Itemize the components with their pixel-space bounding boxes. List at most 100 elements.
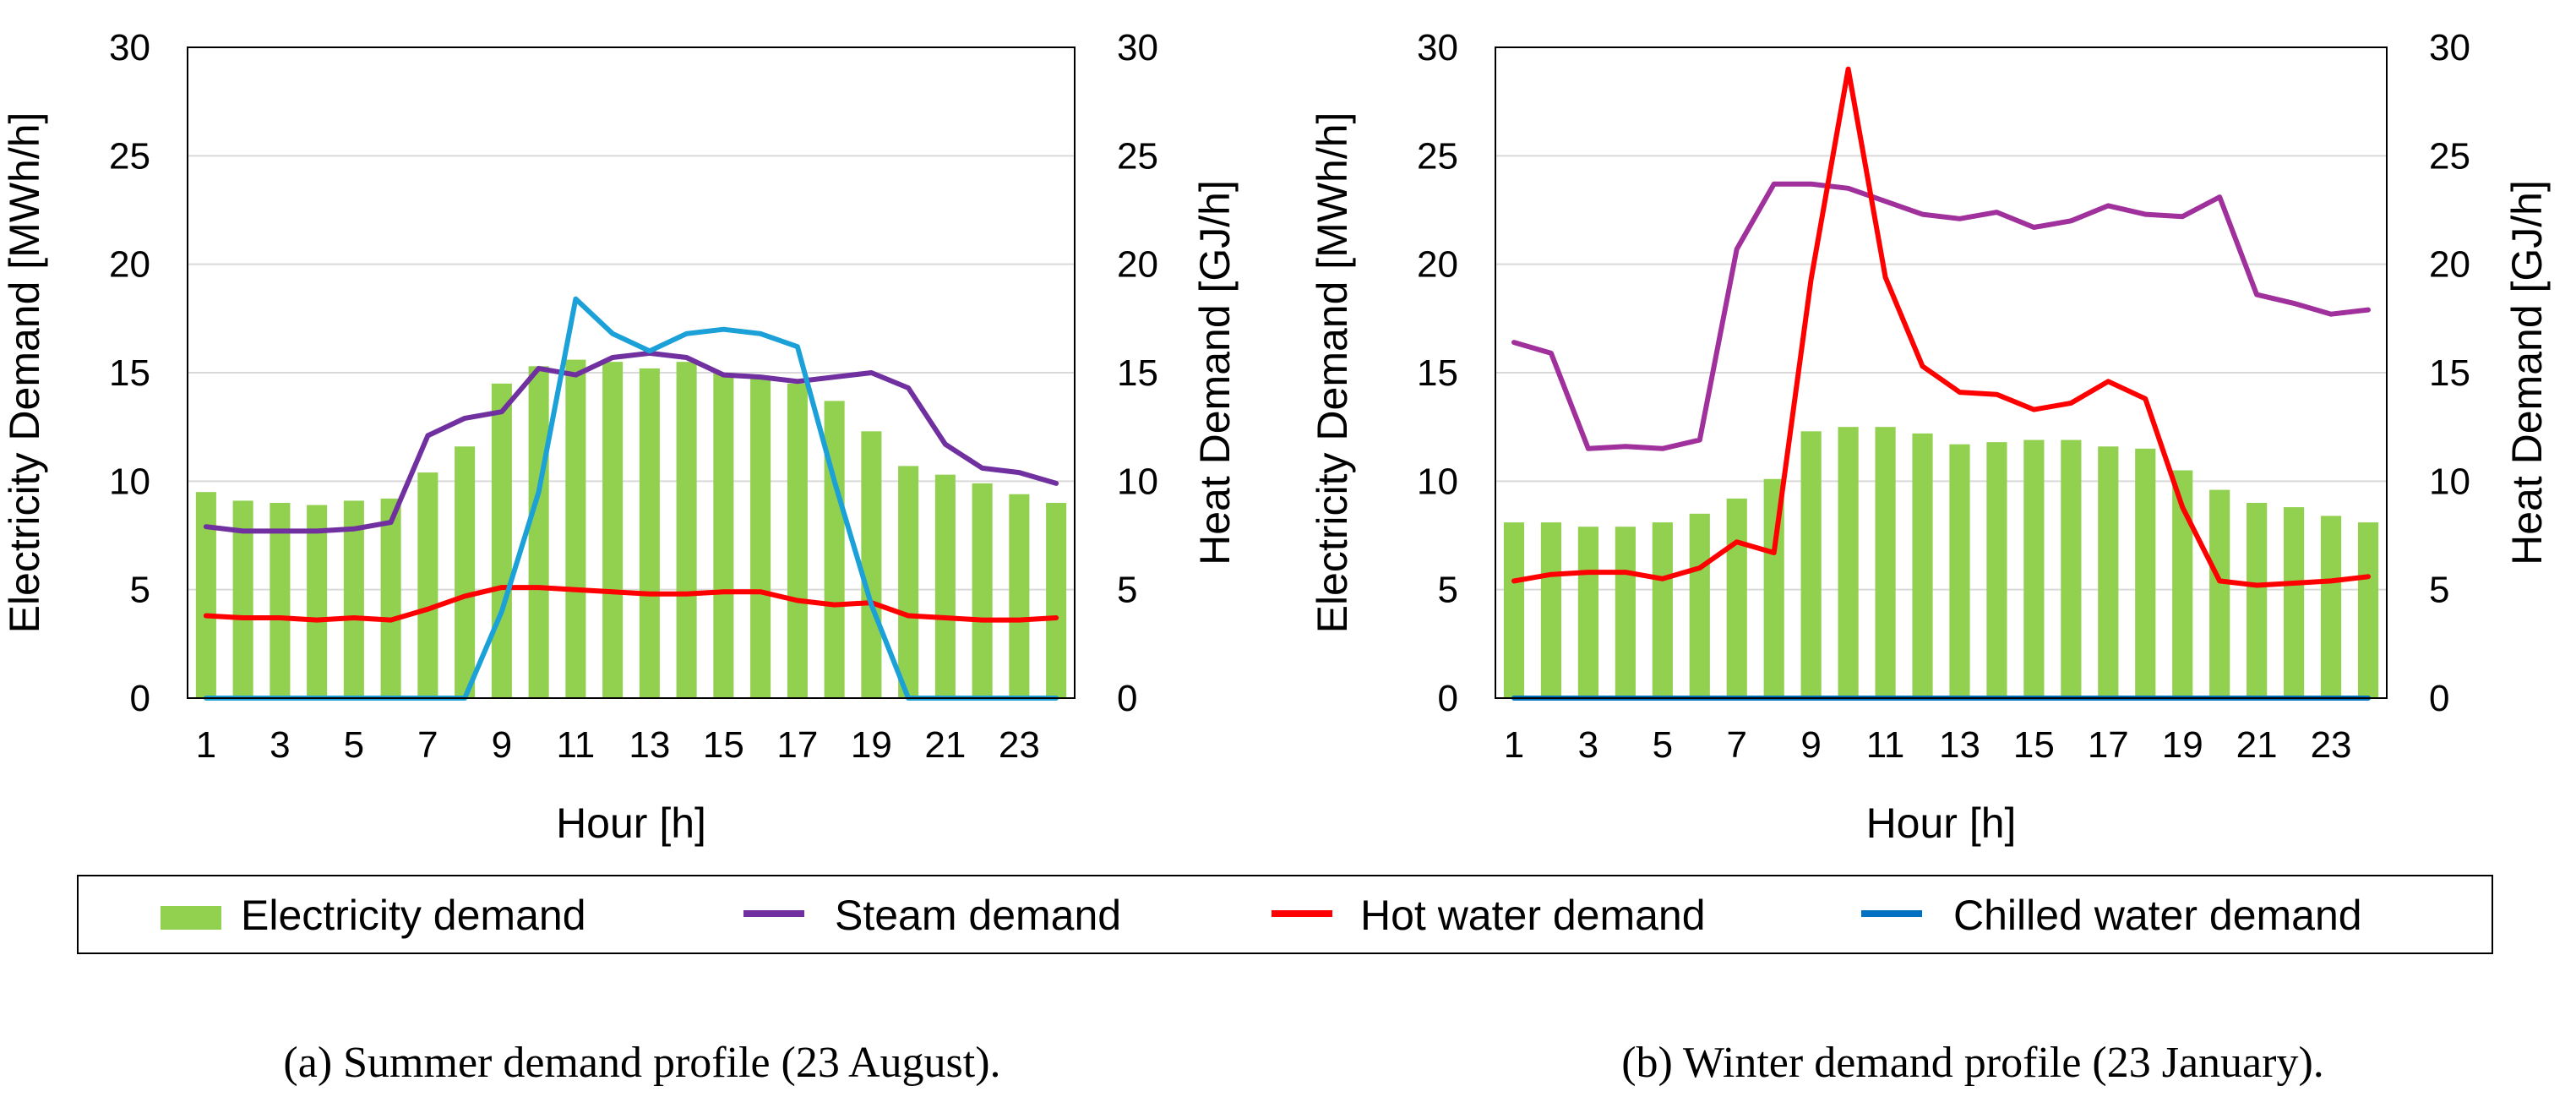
y-right-tick-label: 25 — [2429, 135, 2470, 177]
x-tick-label: 1 — [196, 724, 216, 766]
y-right-tick-label: 15 — [1117, 352, 1158, 394]
legend: Electricity demand Steam demand Hot wate… — [77, 875, 2493, 954]
bar-electricity-demand — [565, 359, 586, 698]
bar-electricity-demand — [528, 366, 549, 698]
x-tick-label: 21 — [924, 724, 966, 766]
line-steam-demand — [1511, 181, 2371, 451]
y-right-tick-label: 30 — [1117, 27, 1158, 68]
bar-electricity-demand — [195, 492, 216, 698]
bar-electricity-demand — [307, 505, 328, 698]
legend-label: Electricity demand — [241, 892, 586, 939]
y-left-tick-label: 10 — [1417, 461, 1458, 502]
y-left-tick-label: 20 — [1417, 244, 1458, 286]
y-left-tick-label: 0 — [1438, 678, 1458, 719]
bar-electricity-demand — [2061, 439, 2082, 698]
line-hot-water-demand — [1511, 66, 2371, 588]
bar-electricity-demand — [1615, 527, 1636, 698]
bar-electricity-demand — [824, 401, 845, 698]
y-left-tick-label: 5 — [130, 570, 150, 611]
x-tick-label: 7 — [1726, 724, 1746, 766]
y-axis-right-ticks: 0 5 10 15 20 25 30 — [2429, 27, 2470, 719]
bar-electricity-demand — [2357, 522, 2379, 698]
legend-item-chilled-water: Chilled water demand — [1861, 892, 2362, 939]
legend-item-steam: Steam demand — [743, 892, 1121, 939]
bar-electricity-demand — [1009, 494, 1030, 698]
x-tick-label: 13 — [629, 724, 670, 766]
bar-electricity-demand — [1949, 444, 1970, 698]
x-tick-label: 1 — [1504, 724, 1524, 766]
bar-electricity-demand — [713, 373, 734, 698]
y-right-tick-label: 5 — [2429, 570, 2449, 611]
bar-electricity-demand — [1503, 522, 1525, 698]
y-left-tick-label: 15 — [1417, 352, 1458, 394]
bar-electricity-demand — [2023, 439, 2045, 698]
x-tick-label: 3 — [1578, 724, 1598, 766]
bar-electricity-demand — [1838, 427, 1859, 698]
line-hot-water-demand — [203, 585, 1059, 623]
bar-electricity-demand — [1652, 522, 1673, 698]
y-right-tick-label: 15 — [2429, 352, 2470, 394]
bar-electricity-demand — [417, 472, 438, 698]
bar-electricity-demand — [1046, 503, 1067, 698]
electricity-bars — [1503, 427, 2379, 698]
x-tick-label: 19 — [2162, 724, 2203, 766]
bar-electricity-demand — [2135, 448, 2156, 698]
bar-electricity-demand — [270, 503, 291, 698]
y-axis-right-title: Heat Demand [GJ/h] — [1191, 180, 1239, 565]
y-right-tick-label: 0 — [2429, 678, 2449, 719]
y-axis-left-title: Electricity Demand [MWh/h] — [1, 112, 48, 634]
caption-summer: (a) Summer demand profile (23 August). — [283, 1039, 1000, 1087]
x-tick-label: 11 — [557, 724, 596, 766]
y-left-tick-label: 25 — [1417, 135, 1458, 177]
y-left-tick-label: 25 — [109, 135, 150, 177]
x-tick-label: 7 — [417, 724, 438, 766]
bar-electricity-demand — [1540, 522, 1562, 698]
bar-electricity-demand — [787, 383, 808, 698]
plot-frame — [1495, 46, 2388, 699]
x-tick-label: 11 — [1866, 724, 1905, 766]
bar-electricity-demand — [2320, 516, 2342, 698]
y-axis-right-ticks: 0 5 10 15 20 25 30 — [1117, 27, 1158, 719]
y-right-tick-label: 20 — [2429, 244, 2470, 286]
legend-swatch — [161, 906, 221, 930]
x-tick-label: 19 — [851, 724, 892, 766]
legend-item-hot-water: Hot water demand — [1272, 892, 1706, 939]
x-tick-label: 13 — [1939, 724, 1980, 766]
x-tick-label: 17 — [776, 724, 818, 766]
bar-electricity-demand — [2209, 489, 2230, 698]
bar-electricity-demand — [455, 446, 476, 698]
y-right-tick-label: 20 — [1117, 244, 1158, 286]
y-right-tick-label: 30 — [2429, 27, 2470, 68]
bar-electricity-demand — [1912, 433, 1933, 698]
bar-electricity-demand — [380, 498, 401, 698]
line-steam-demand — [203, 350, 1059, 534]
bar-electricity-demand — [1875, 427, 1896, 698]
bar-electricity-demand — [491, 383, 512, 698]
bar-electricity-demand — [861, 431, 882, 698]
x-tick-label: 9 — [492, 724, 512, 766]
y-right-tick-label: 10 — [1117, 461, 1158, 502]
x-tick-label: 5 — [344, 724, 364, 766]
y-right-tick-label: 25 — [1117, 135, 1158, 177]
y-axis-left-ticks: 0 5 10 15 20 25 30 — [109, 27, 150, 719]
y-axis-right-title: Heat Demand [GJ/h] — [2503, 180, 2551, 565]
x-axis-ticks: 1 3 5 7 9 11 13 15 17 19 21 23 — [196, 724, 1040, 766]
x-tick-label: 21 — [2236, 724, 2278, 766]
x-tick-label: 3 — [270, 724, 290, 766]
bar-electricity-demand — [934, 474, 956, 698]
bar-electricity-demand — [2098, 446, 2119, 698]
y-left-tick-label: 20 — [109, 244, 150, 286]
x-tick-label: 23 — [2311, 724, 2352, 766]
y-left-tick-label: 30 — [1417, 27, 1458, 68]
x-tick-label: 5 — [1653, 724, 1673, 766]
x-tick-label: 23 — [999, 724, 1040, 766]
plot-frame — [187, 46, 1076, 699]
x-tick-label: 15 — [2013, 724, 2055, 766]
y-left-tick-label: 10 — [109, 461, 150, 502]
bar-electricity-demand — [2284, 507, 2305, 698]
x-tick-label: 9 — [1800, 724, 1821, 766]
legend-item-electricity: Electricity demand — [161, 892, 586, 939]
y-axis-left-title: Electricity Demand [MWh/h] — [1309, 112, 1356, 634]
